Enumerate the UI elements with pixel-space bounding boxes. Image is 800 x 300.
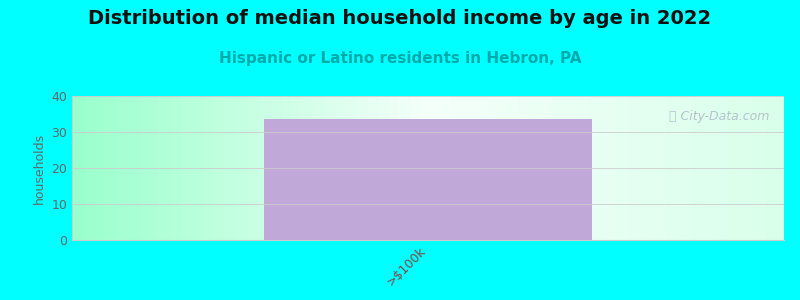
Text: Hispanic or Latino residents in Hebron, PA: Hispanic or Latino residents in Hebron, …	[218, 51, 582, 66]
Text: ⓘ City-Data.com: ⓘ City-Data.com	[670, 110, 770, 123]
Text: Distribution of median household income by age in 2022: Distribution of median household income …	[89, 9, 711, 28]
Bar	[264, 119, 592, 240]
Y-axis label: households: households	[33, 132, 46, 204]
